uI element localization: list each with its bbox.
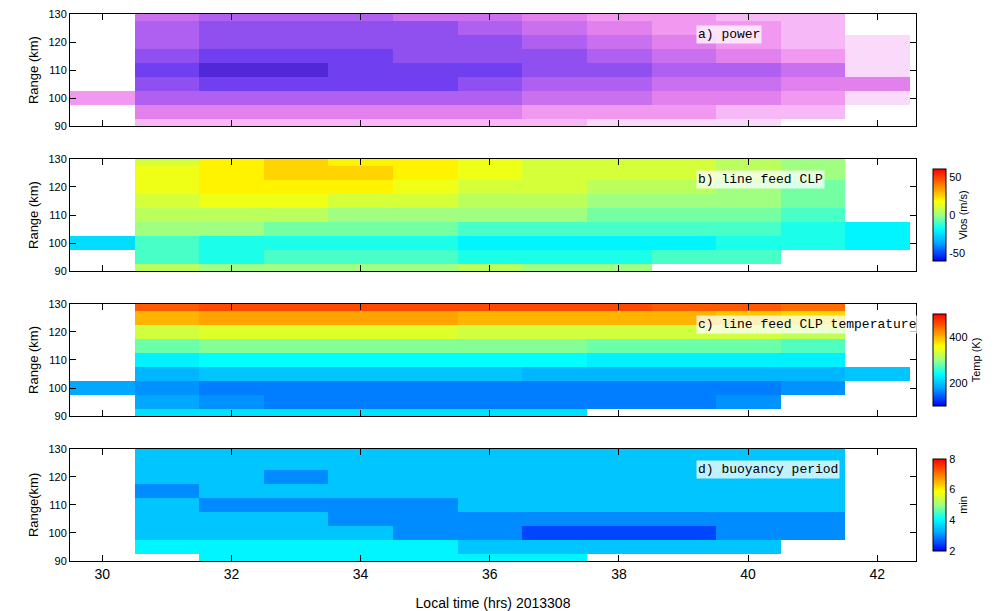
svg-text:30: 30 [95, 566, 111, 582]
svg-text:120: 120 [48, 326, 66, 338]
svg-text:110: 110 [49, 499, 67, 511]
svg-text:120: 120 [48, 471, 66, 483]
svg-text:Range (km): Range (km) [26, 181, 41, 249]
svg-text:-50: -50 [949, 247, 965, 259]
svg-text:90: 90 [55, 265, 67, 277]
svg-text:Temp (K): Temp (K) [970, 338, 982, 383]
svg-text:100: 100 [48, 92, 66, 104]
svg-text:8: 8 [949, 453, 955, 465]
svg-text:200: 200 [949, 377, 967, 389]
svg-text:Range (km): Range (km) [26, 36, 41, 104]
svg-text:50: 50 [949, 171, 961, 183]
svg-text:110: 110 [49, 64, 67, 76]
svg-text:100: 100 [48, 237, 66, 249]
svg-text:c) line feed CLP temperature: c) line feed CLP temperature [698, 317, 916, 332]
svg-text:130: 130 [48, 443, 66, 455]
svg-text:d) buoyancy period: d) buoyancy period [698, 462, 838, 477]
svg-text:110: 110 [49, 354, 67, 366]
svg-text:0: 0 [949, 209, 955, 221]
svg-text:Local time (hrs) 2013308: Local time (hrs) 2013308 [416, 595, 571, 611]
svg-text:400: 400 [949, 331, 967, 343]
svg-text:90: 90 [55, 555, 67, 567]
svg-text:130: 130 [48, 8, 66, 20]
svg-text:42: 42 [869, 566, 885, 582]
svg-text:34: 34 [353, 566, 369, 582]
svg-text:2: 2 [949, 545, 955, 557]
svg-text:min: min [957, 496, 969, 514]
svg-text:b) line feed CLP: b) line feed CLP [698, 172, 823, 187]
svg-text:36: 36 [482, 566, 498, 582]
svg-text:Range (km): Range (km) [26, 326, 41, 394]
svg-text:100: 100 [48, 382, 66, 394]
svg-text:120: 120 [48, 181, 66, 193]
svg-text:130: 130 [48, 298, 66, 310]
svg-text:Vlos (m/s): Vlos (m/s) [957, 190, 969, 240]
svg-text:110: 110 [49, 209, 67, 221]
svg-text:6: 6 [949, 483, 955, 495]
svg-text:130: 130 [48, 153, 66, 165]
svg-text:Range(km): Range(km) [26, 473, 41, 537]
svg-text:38: 38 [611, 566, 627, 582]
svg-text:4: 4 [949, 514, 955, 526]
svg-text:32: 32 [224, 566, 240, 582]
svg-text:a) power: a) power [698, 27, 760, 42]
svg-text:40: 40 [740, 566, 756, 582]
svg-text:100: 100 [48, 527, 66, 539]
svg-text:90: 90 [55, 410, 67, 422]
svg-text:120: 120 [48, 36, 66, 48]
svg-text:90: 90 [55, 120, 67, 132]
